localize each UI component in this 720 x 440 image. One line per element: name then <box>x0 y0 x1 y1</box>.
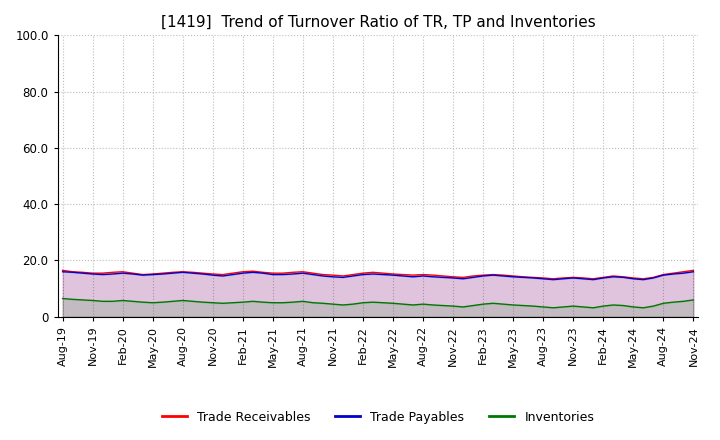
Trade Receivables <box>549 276 557 282</box>
Trade Receivables <box>138 272 147 277</box>
Trade Payables <box>469 275 477 280</box>
Inventories <box>138 300 147 305</box>
Trade Receivables <box>459 275 467 280</box>
Inventories <box>459 304 467 310</box>
Trade Payables <box>369 271 377 277</box>
Inventories <box>549 305 557 311</box>
Trade Receivables <box>409 272 418 278</box>
Trade Payables <box>319 273 328 279</box>
Trade Receivables <box>689 268 698 273</box>
Inventories <box>58 296 67 301</box>
Line: Trade Payables: Trade Payables <box>63 272 693 280</box>
Trade Payables <box>689 269 698 275</box>
Inventories <box>319 301 328 306</box>
Trade Payables <box>58 269 67 275</box>
Line: Trade Receivables: Trade Receivables <box>63 270 693 279</box>
Inventories <box>689 297 698 303</box>
Trade Receivables <box>58 268 67 273</box>
Trade Receivables <box>469 273 477 279</box>
Title: [1419]  Trend of Turnover Ratio of TR, TP and Inventories: [1419] Trend of Turnover Ratio of TR, TP… <box>161 15 595 30</box>
Trade Receivables <box>369 270 377 275</box>
Inventories <box>469 303 477 308</box>
Line: Inventories: Inventories <box>63 298 693 308</box>
Trade Payables <box>549 277 557 282</box>
Trade Receivables <box>319 272 328 277</box>
Legend: Trade Receivables, Trade Payables, Inventories: Trade Receivables, Trade Payables, Inven… <box>157 406 599 429</box>
Inventories <box>369 300 377 305</box>
Trade Payables <box>459 276 467 282</box>
Trade Payables <box>138 272 147 278</box>
Inventories <box>409 302 418 308</box>
Trade Payables <box>409 274 418 279</box>
